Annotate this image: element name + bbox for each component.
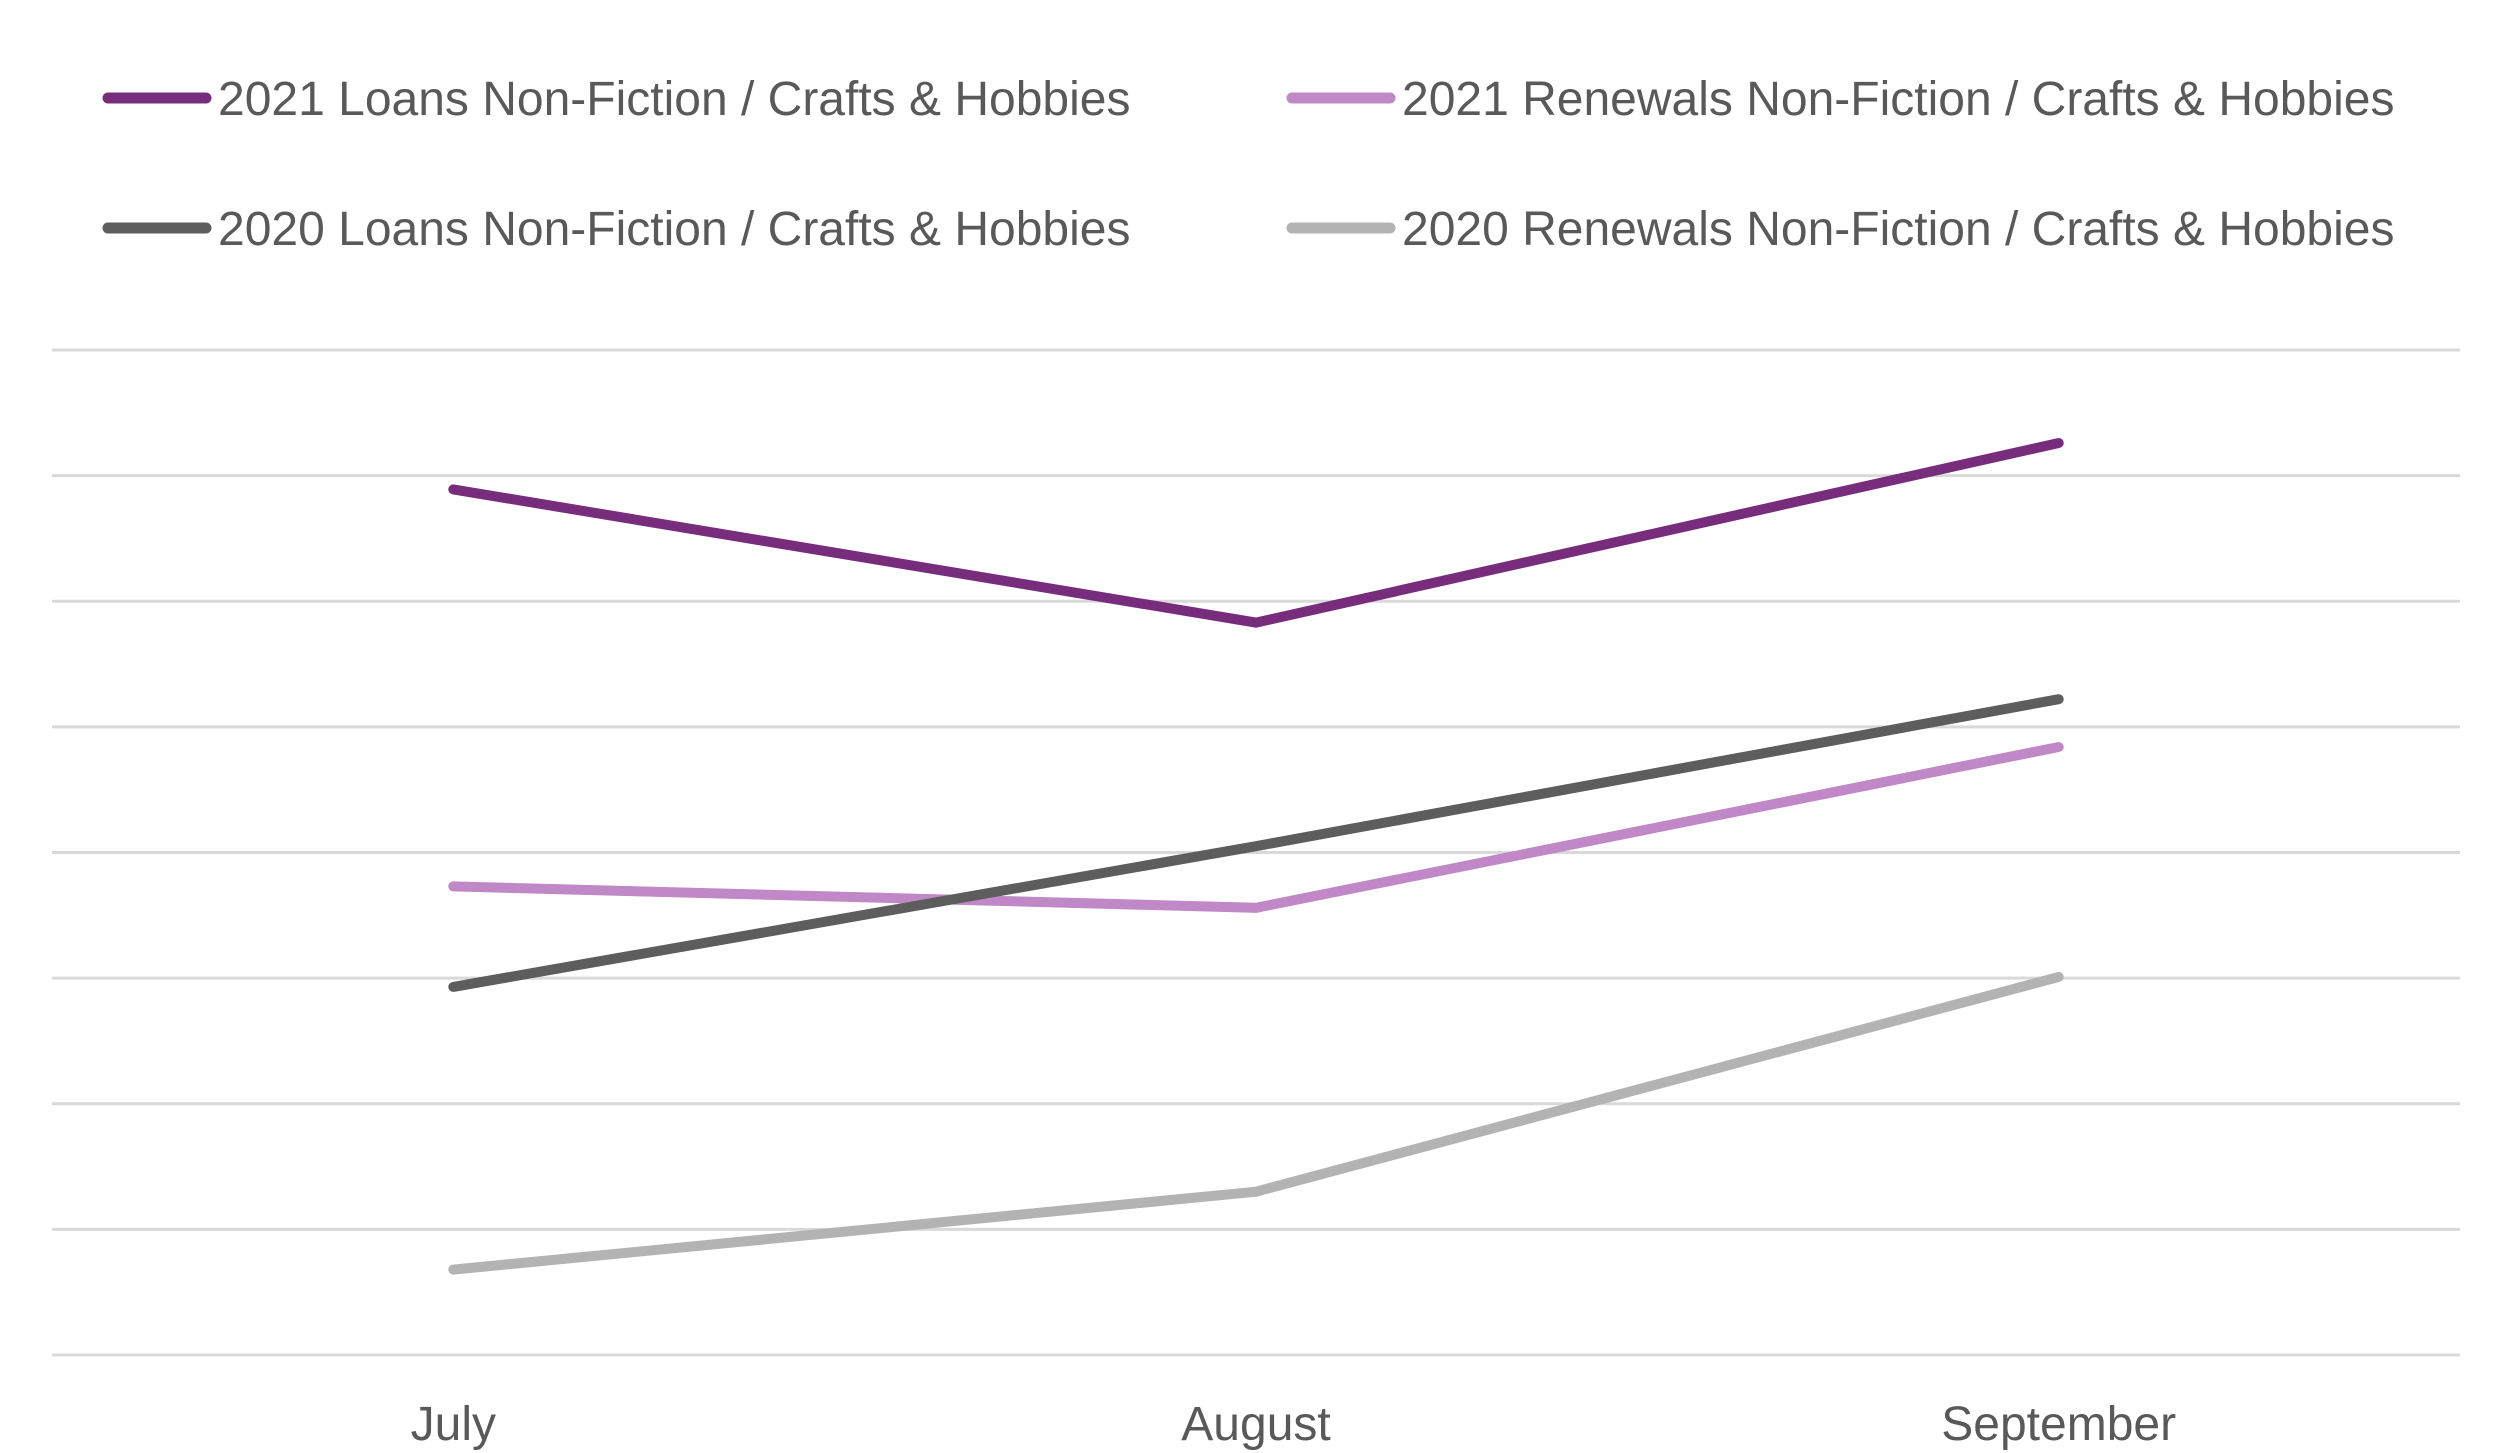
legend-label: 2021 Loans Non-Fiction / Crafts & Hobbie… xyxy=(218,73,1130,126)
legend: 2021 Loans Non-Fiction / Crafts & Hobbie… xyxy=(102,73,2394,256)
series-line xyxy=(448,438,2064,628)
legend-label: 2020 Renewals Non-Fiction / Crafts & Hob… xyxy=(1402,203,2394,256)
x-axis: July August September xyxy=(411,1398,2176,1451)
legend-item: 2021 Loans Non-Fiction / Crafts & Hobbie… xyxy=(102,73,1130,126)
x-tick-label: July xyxy=(411,1398,496,1451)
series-lines xyxy=(448,438,2064,1275)
series-line xyxy=(448,742,2064,913)
series-line xyxy=(448,971,2064,1275)
x-tick-label: September xyxy=(1941,1398,2176,1451)
legend-item: 2020 Loans Non-Fiction / Crafts & Hobbie… xyxy=(102,203,1130,256)
legend-item: 2020 Renewals Non-Fiction / Crafts & Hob… xyxy=(1286,203,2394,256)
x-tick-label: August xyxy=(1181,1398,1330,1451)
legend-item: 2021 Renewals Non-Fiction / Crafts & Hob… xyxy=(1286,73,2394,126)
series-line xyxy=(448,694,2064,992)
legend-label: 2021 Renewals Non-Fiction / Crafts & Hob… xyxy=(1402,73,2394,126)
gridlines xyxy=(52,348,2460,1357)
legend-label: 2020 Loans Non-Fiction / Crafts & Hobbie… xyxy=(218,203,1130,256)
